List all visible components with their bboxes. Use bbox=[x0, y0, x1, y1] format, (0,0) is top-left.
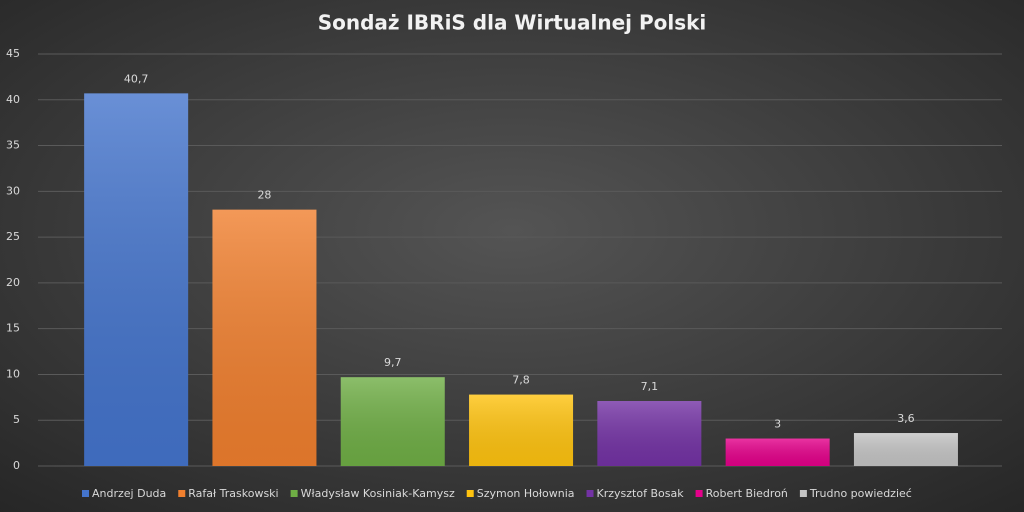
y-tick-label: 0 bbox=[13, 459, 20, 472]
legend-swatch bbox=[82, 490, 89, 497]
bar-shine bbox=[469, 394, 574, 466]
bar-shine bbox=[84, 93, 189, 466]
legend-swatch bbox=[290, 490, 298, 497]
legend-label: Trudno powiedzieć bbox=[809, 487, 912, 500]
data-label: 3,6 bbox=[897, 412, 915, 425]
data-label: 7,8 bbox=[512, 374, 530, 387]
bar-shine bbox=[597, 400, 702, 466]
data-label: 28 bbox=[257, 189, 271, 202]
data-label: 9,7 bbox=[384, 356, 402, 369]
data-label: 40,7 bbox=[124, 72, 149, 85]
legend-swatch bbox=[178, 490, 186, 497]
legend-swatch bbox=[695, 490, 703, 497]
legend-label: Robert Biedroń bbox=[706, 487, 788, 500]
legend-label: Krzysztof Bosak bbox=[597, 487, 685, 500]
y-tick-label: 25 bbox=[6, 230, 20, 243]
legend-label: Władysław Kosiniak-Kamysz bbox=[301, 487, 455, 500]
legend-label: Andrzej Duda bbox=[92, 487, 166, 500]
y-tick-label: 40 bbox=[6, 93, 20, 106]
bar-shine bbox=[340, 377, 445, 466]
legend-label: Szymon Hołownia bbox=[477, 487, 575, 500]
legend-swatch bbox=[466, 490, 474, 497]
legend-swatch bbox=[799, 490, 807, 497]
y-tick-label: 20 bbox=[6, 276, 20, 289]
bar-shine bbox=[725, 438, 830, 466]
data-label: 3 bbox=[774, 418, 781, 431]
legend-label: Rafał Traskowski bbox=[188, 487, 278, 500]
y-tick-label: 15 bbox=[6, 322, 20, 335]
chart-title: Sondaż IBRiS dla Wirtualnej Polski bbox=[318, 11, 707, 35]
y-tick-label: 5 bbox=[13, 413, 20, 426]
bar-shine bbox=[212, 209, 317, 466]
y-tick-label: 30 bbox=[6, 184, 20, 197]
y-tick-label: 45 bbox=[6, 47, 20, 60]
y-tick-label: 10 bbox=[6, 367, 20, 380]
bar-shine bbox=[853, 433, 958, 466]
data-label: 7,1 bbox=[641, 380, 659, 393]
y-tick-label: 35 bbox=[6, 139, 20, 152]
legend-swatch bbox=[586, 490, 594, 497]
